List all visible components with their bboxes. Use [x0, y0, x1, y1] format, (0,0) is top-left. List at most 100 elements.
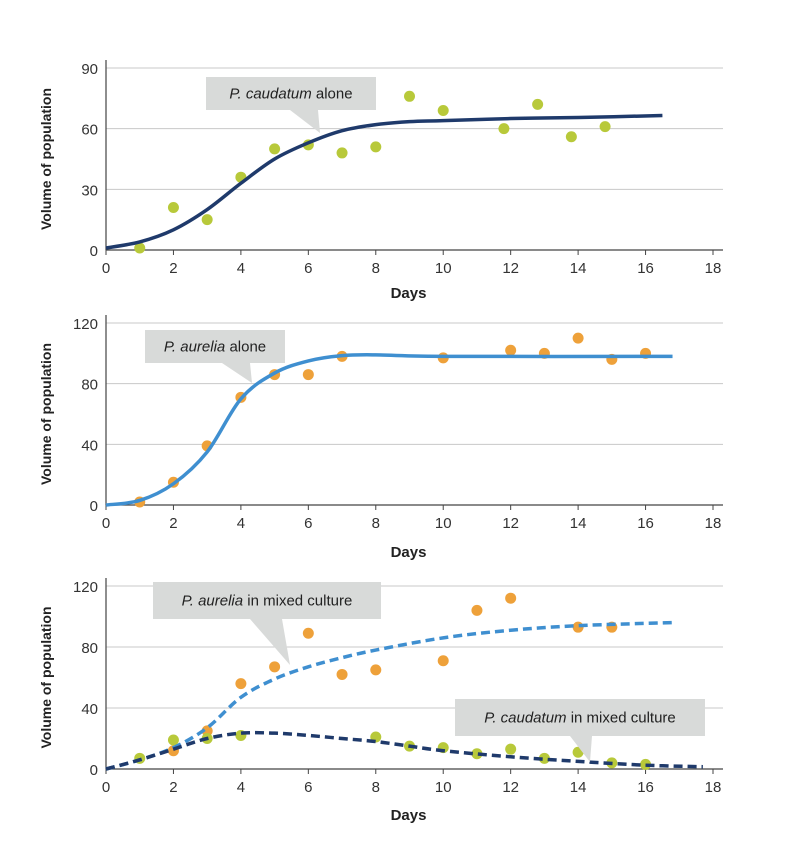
data-point	[302, 627, 314, 639]
y-tick-label: 30	[81, 182, 98, 199]
data-point	[471, 604, 483, 616]
callout-text: P. aurelia alone	[164, 339, 266, 356]
y-tick-label: 0	[90, 243, 98, 260]
y-tick-label: 80	[81, 640, 98, 657]
data-point	[235, 678, 247, 690]
x-tick-label: 18	[705, 260, 722, 277]
data-point	[336, 668, 348, 680]
callout-text: P. aurelia in mixed culture	[182, 593, 353, 610]
y-tick-label: 90	[81, 61, 98, 78]
y-tick-label: 40	[81, 437, 98, 454]
callout-condition: alone	[312, 86, 353, 103]
x-axis-label: Days	[391, 544, 427, 561]
y-tick-label: 60	[81, 122, 98, 139]
data-point	[437, 104, 449, 116]
x-tick-label: 10	[435, 515, 452, 532]
x-tick-label: 2	[169, 260, 177, 277]
panel-2: 0 40 80 120 0 2 4 6 8 10 12 14 16 18 Days Volume of pop…	[38, 315, 723, 561]
x-tick-label: 12	[502, 260, 519, 277]
callout-label: P. aurelia in mixed culture	[153, 582, 381, 665]
fit-curve	[105, 353, 673, 507]
callout-box	[153, 582, 381, 619]
x-tick-label: 14	[570, 260, 587, 277]
x-tick-label: 14	[570, 779, 587, 796]
callout-box	[206, 77, 376, 110]
data-point	[336, 147, 348, 159]
callout-label: P. aurelia alone	[145, 330, 285, 383]
y-axis-label: Volume of population	[38, 343, 54, 485]
y-axis-label: Volume of population	[38, 606, 54, 748]
data-point	[167, 202, 179, 214]
x-tick-label: 16	[637, 260, 654, 277]
callout-pointer	[290, 110, 320, 133]
x-tick-label: 10	[435, 779, 452, 796]
x-axis-label: Days	[391, 807, 427, 824]
callout-condition: in mixed culture	[567, 710, 676, 727]
x-tick-label: 16	[637, 515, 654, 532]
panel-1: 0 30 60 90 0 2 4 6 8 10 12 14 16 18 Days Volume of popu…	[38, 60, 723, 302]
callout-label: P. caudatum alone	[206, 77, 376, 133]
y-tick-label: 80	[81, 377, 98, 394]
x-tick-label: 18	[705, 779, 722, 796]
callout-label: P. caudatum in mixed culture	[455, 699, 705, 762]
data-point	[471, 748, 483, 760]
y-axis-label: Volume of population	[38, 88, 54, 230]
x-tick-label: 6	[304, 779, 312, 796]
data-point	[370, 141, 382, 153]
data-point	[505, 592, 517, 604]
panel-3: 0 40 80 120 0 2 4 6 8 10 12 14 16 18 Days Volume of pop…	[38, 578, 723, 824]
x-tick-label: 8	[372, 779, 380, 796]
x-tick-label: 10	[435, 260, 452, 277]
fit-curve	[105, 113, 663, 250]
y-tick-label: 40	[81, 701, 98, 718]
y-tick-label: 0	[90, 498, 98, 515]
x-tick-label: 2	[169, 779, 177, 796]
data-point	[302, 369, 314, 381]
data-point	[572, 332, 584, 344]
data-point	[498, 123, 510, 135]
data-point	[538, 752, 550, 764]
data-point	[269, 661, 281, 673]
data-point	[201, 214, 213, 226]
callout-condition: alone	[225, 339, 266, 356]
data-point	[599, 121, 611, 133]
callout-condition: in mixed culture	[243, 593, 352, 610]
data-point	[437, 655, 449, 667]
y-tick-label: 120	[73, 579, 98, 596]
data-point	[201, 725, 213, 737]
callout-pointer	[222, 363, 252, 383]
x-tick-label: 4	[237, 779, 245, 796]
data-point	[269, 143, 281, 155]
callout-pointer	[250, 619, 290, 665]
species-name: P. aurelia	[164, 339, 225, 356]
species-name: P. aurelia	[182, 593, 243, 610]
x-tick-label: 8	[372, 515, 380, 532]
x-tick-label: 12	[502, 515, 519, 532]
x-tick-label: 16	[637, 779, 654, 796]
callout-box	[455, 699, 705, 736]
x-tick-label: 14	[570, 515, 587, 532]
callout-text: P. caudatum alone	[229, 86, 352, 103]
callout-text: P. caudatum in mixed culture	[484, 710, 676, 727]
x-tick-label: 0	[102, 515, 110, 532]
x-tick-label: 6	[304, 260, 312, 277]
x-tick-label: 18	[705, 515, 722, 532]
x-tick-label: 12	[502, 779, 519, 796]
data-point	[167, 734, 179, 746]
data-point	[565, 131, 577, 143]
x-axis-label: Days	[391, 285, 427, 302]
callout-pointer	[570, 736, 592, 762]
species-name: P. caudatum	[484, 710, 566, 727]
data-point	[532, 98, 544, 110]
species-name: P. caudatum	[229, 86, 311, 103]
x-tick-label: 4	[237, 515, 245, 532]
y-tick-label: 0	[90, 762, 98, 779]
x-tick-label: 0	[102, 260, 110, 277]
y-tick-label: 120	[73, 316, 98, 333]
data-point	[505, 743, 517, 755]
data-point	[505, 344, 517, 356]
fit-curve	[105, 730, 703, 771]
data-point	[404, 90, 415, 102]
x-tick-label: 6	[304, 515, 312, 532]
